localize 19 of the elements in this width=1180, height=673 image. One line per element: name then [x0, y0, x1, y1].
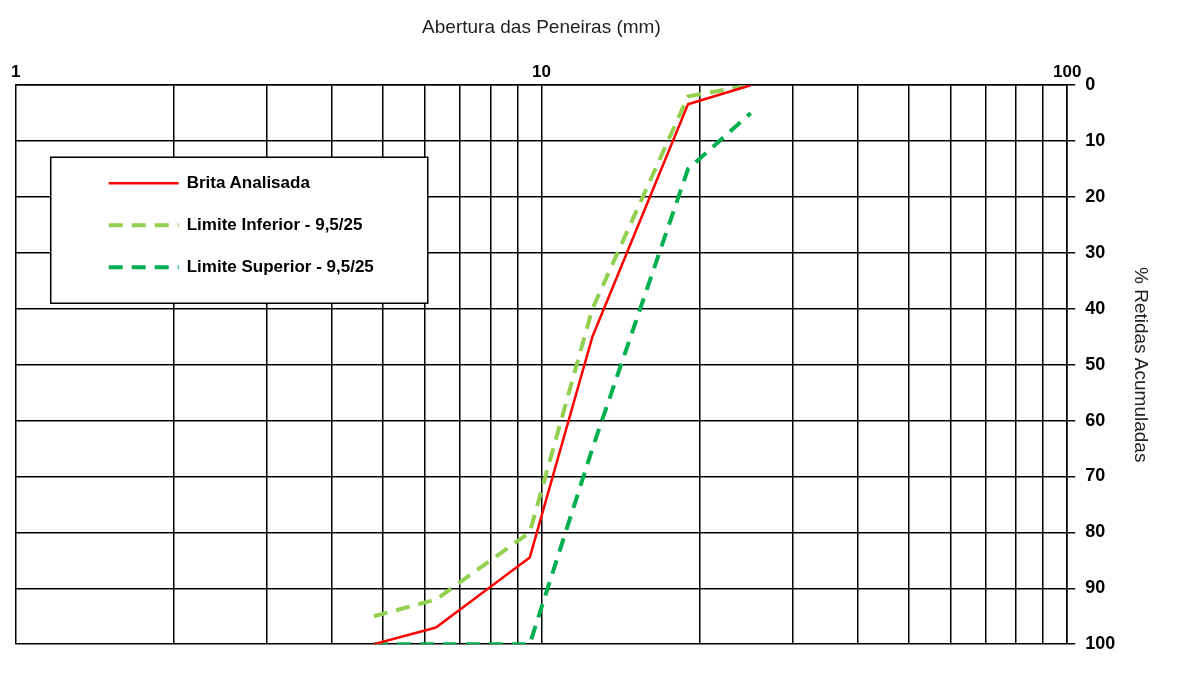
- x-tick-label: 10: [531, 61, 551, 81]
- y-tick-label: 60: [1085, 409, 1106, 430]
- x-tick-label: 1: [10, 61, 21, 81]
- y-tick-label: 20: [1085, 185, 1106, 206]
- y-tick-label: 40: [1085, 297, 1106, 318]
- y-tick-label: 90: [1085, 577, 1106, 598]
- legend-label: Limite Inferior - 9,5/25: [186, 214, 363, 234]
- y-tick-label: 0: [1085, 74, 1096, 95]
- y-tick-label: 70: [1085, 465, 1106, 486]
- y-tick-label: 30: [1085, 241, 1106, 262]
- x-tick-label: 100: [1052, 61, 1082, 81]
- legend-label: Brita Analisada: [186, 172, 311, 192]
- y-tick-label: 50: [1085, 353, 1106, 374]
- y-tick-label: 80: [1085, 521, 1106, 542]
- y-tick-label: 100: [1085, 633, 1116, 654]
- x-axis-title: Abertura das Peneiras (mm): [422, 15, 661, 37]
- y-axis-title: % Retidas Acumuladas: [1131, 267, 1153, 463]
- legend-label: Limite Superior - 9,5/25: [186, 256, 374, 276]
- y-tick-label: 10: [1085, 130, 1106, 151]
